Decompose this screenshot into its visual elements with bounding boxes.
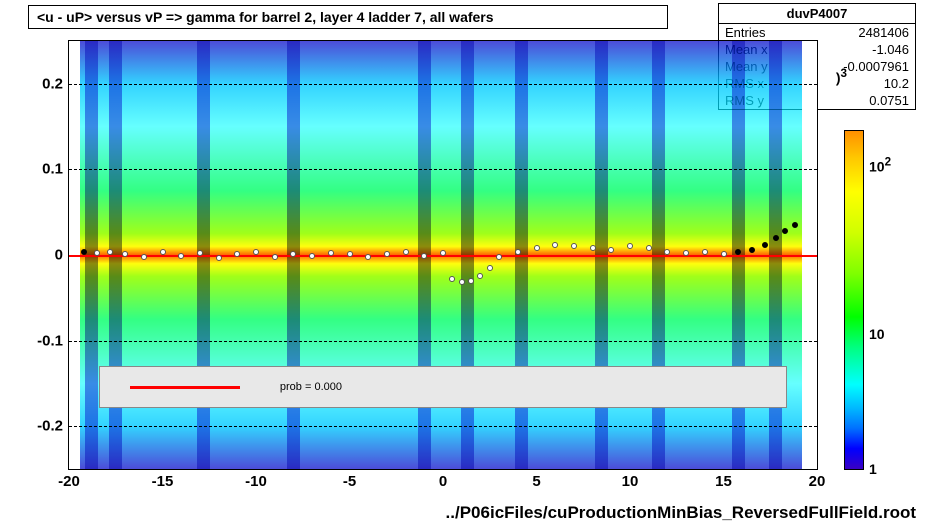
colorbar-tick: 10 — [869, 326, 885, 342]
scatter-marker — [160, 249, 166, 255]
scatter-marker — [309, 253, 315, 259]
scatter-marker — [496, 254, 502, 260]
scatter-marker — [792, 222, 798, 228]
scatter-marker — [234, 251, 240, 257]
y-tick-label: 0 — [55, 247, 63, 264]
x-tick-label: 20 — [809, 473, 826, 490]
legend-line-sample — [130, 386, 240, 389]
x-tick-label: -10 — [245, 473, 267, 490]
axis-exp-label: )3 — [836, 67, 847, 86]
x-tick-label: -20 — [58, 473, 80, 490]
scatter-marker — [272, 254, 278, 260]
chart-title-text: <u - uP> versus vP => gamma for barrel 2… — [37, 9, 494, 25]
scatter-marker — [107, 249, 113, 255]
scatter-marker — [459, 279, 465, 285]
scatter-marker — [468, 278, 474, 284]
scatter-marker — [571, 243, 577, 249]
plot-area: prob = 0.000 -0.2-0.100.10.2 -20-15-10-5… — [68, 40, 818, 470]
gridline — [69, 341, 817, 342]
scatter-marker — [449, 276, 455, 282]
scatter-marker — [290, 251, 296, 257]
legend: prob = 0.000 — [99, 366, 787, 408]
scatter-marker — [81, 249, 87, 255]
footer-path: ../P06icFiles/cuProductionMinBias_Revers… — [260, 503, 916, 523]
stats-value: 10.2 — [884, 76, 909, 91]
scatter-marker — [365, 254, 371, 260]
scatter-marker — [664, 249, 670, 255]
gridline — [69, 426, 817, 427]
gridline — [69, 84, 817, 85]
y-tick-label: -0.2 — [37, 418, 63, 435]
scatter-marker — [347, 251, 353, 257]
scatter-marker — [590, 245, 596, 251]
legend-prob-text: prob = 0.000 — [280, 381, 342, 393]
colorbar-tick: 102 — [869, 155, 891, 174]
stats-value: -1.046 — [872, 42, 909, 57]
scatter-marker — [141, 254, 147, 260]
scatter-marker — [122, 251, 128, 257]
scatter-marker — [197, 250, 203, 256]
x-tick-label: 0 — [439, 473, 447, 490]
scatter-marker — [178, 253, 184, 259]
stats-row: Entries 2481406 — [719, 24, 915, 41]
stats-value: 0.0751 — [869, 93, 909, 108]
scatter-marker — [646, 245, 652, 251]
scatter-marker — [328, 250, 334, 256]
scatter-marker — [94, 250, 100, 256]
scatter-marker — [721, 251, 727, 257]
colorbar: 110102 — [844, 130, 864, 470]
scatter-marker — [773, 235, 779, 241]
gridline — [69, 169, 817, 170]
scatter-marker — [440, 250, 446, 256]
stats-value: -0.0007961 — [843, 59, 909, 74]
scatter-marker — [749, 247, 755, 253]
scatter-marker — [702, 249, 708, 255]
scatter-marker — [552, 242, 558, 248]
y-tick-label: 0.1 — [42, 161, 63, 178]
scatter-marker — [216, 255, 222, 261]
scatter-marker — [608, 247, 614, 253]
x-tick-label: 15 — [715, 473, 732, 490]
scatter-marker — [534, 245, 540, 251]
scatter-marker — [683, 250, 689, 256]
scatter-marker — [421, 253, 427, 259]
scatter-marker — [735, 249, 741, 255]
stats-value: 2481406 — [858, 25, 909, 40]
x-tick-label: 10 — [622, 473, 639, 490]
scatter-marker — [384, 251, 390, 257]
x-tick-label: -15 — [152, 473, 174, 490]
x-tick-label: 5 — [532, 473, 540, 490]
stats-name: duvP4007 — [719, 4, 915, 24]
scatter-marker — [762, 242, 768, 248]
y-tick-label: -0.1 — [37, 332, 63, 349]
scatter-marker — [487, 265, 493, 271]
scatter-marker — [627, 243, 633, 249]
scatter-marker — [477, 273, 483, 279]
scatter-marker — [515, 249, 521, 255]
scatter-marker — [253, 249, 259, 255]
x-tick-label: -5 — [343, 473, 356, 490]
y-tick-label: 0.2 — [42, 75, 63, 92]
scatter-marker — [403, 249, 409, 255]
chart-title: <u - uP> versus vP => gamma for barrel 2… — [28, 5, 668, 29]
colorbar-tick: 1 — [869, 461, 877, 477]
stats-label: Entries — [725, 25, 765, 40]
scatter-marker — [782, 228, 788, 234]
